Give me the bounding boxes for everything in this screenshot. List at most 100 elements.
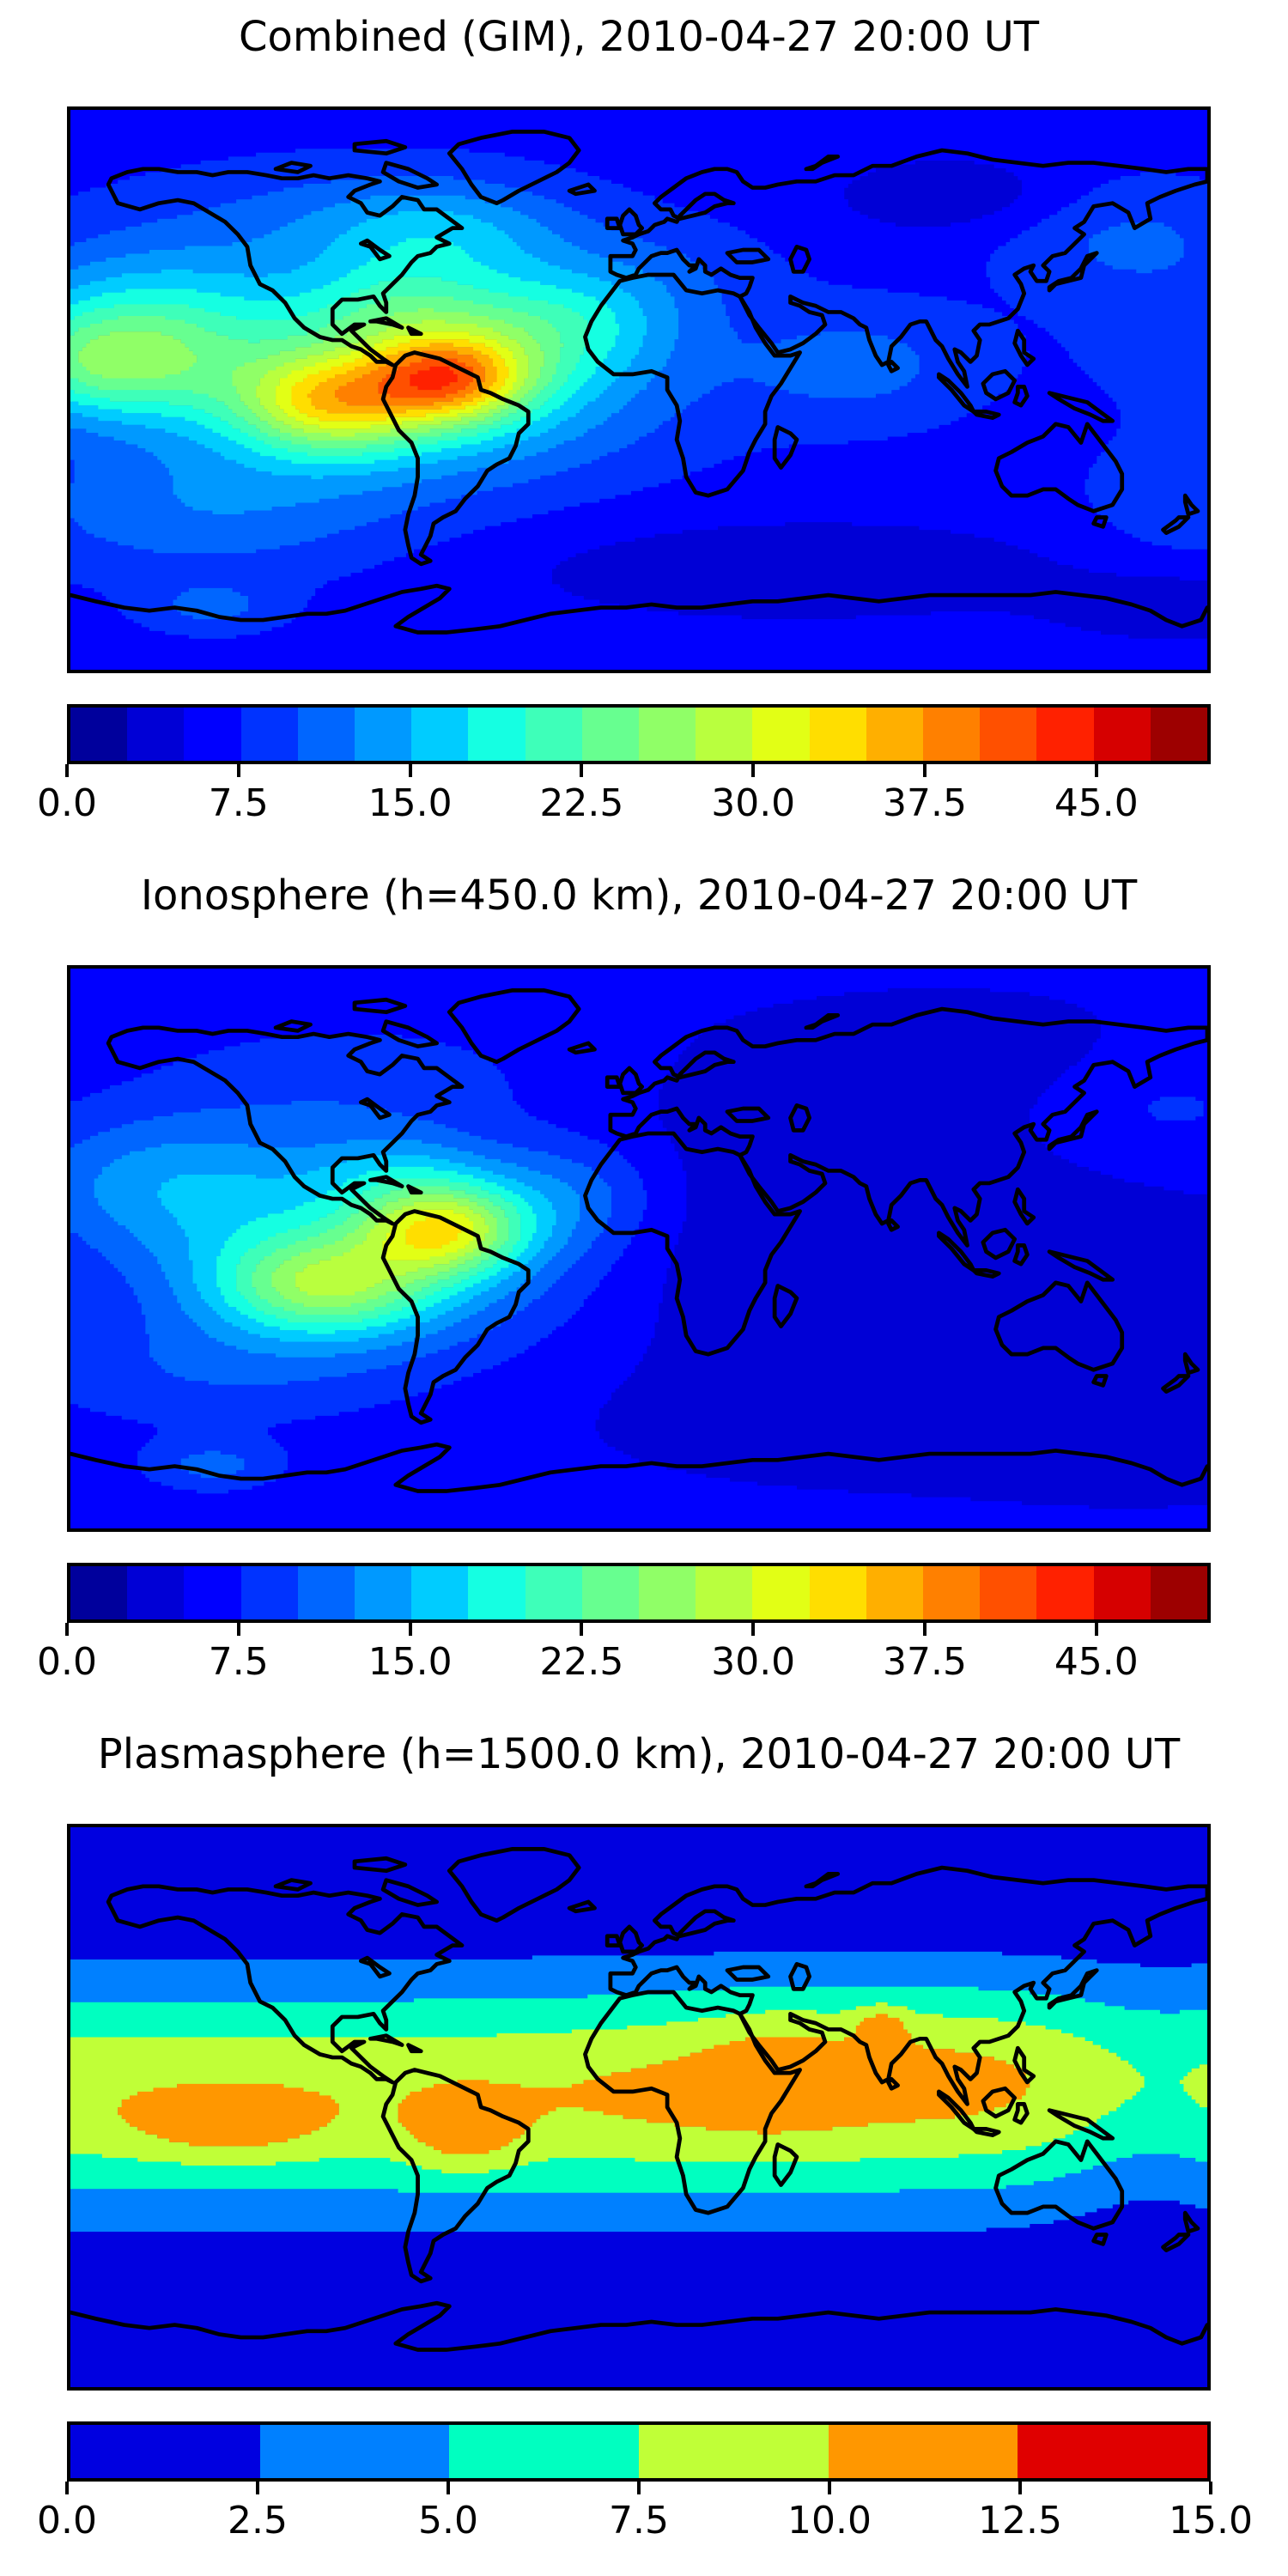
contour-fill-level-8 bbox=[70, 276, 588, 457]
coastline-eurasia bbox=[608, 148, 1207, 389]
contour-fill-level-2 bbox=[70, 969, 1207, 1528]
contour-fill-level-8 bbox=[236, 1178, 521, 1323]
colorbar-tick-mark bbox=[1018, 2482, 1022, 2494]
coastline-sulawesi bbox=[1012, 2102, 1030, 2125]
coastline-ellesmere bbox=[352, 997, 408, 1015]
colorbar-segment-2 bbox=[184, 708, 241, 761]
panel-combined-gim: Combined (GIM), 2010-04-27 20:00 UT 0.0 7… bbox=[0, 0, 1288, 859]
coastline-great-lakes bbox=[358, 238, 392, 262]
coastline-baffin-island bbox=[380, 1878, 440, 1907]
coastline-java bbox=[971, 2127, 1001, 2137]
colorbar-segment-4 bbox=[828, 2425, 1018, 2478]
coastline-japan bbox=[1047, 1109, 1099, 1151]
coastline-antarctica bbox=[70, 583, 1207, 635]
colorbar-tick-mark bbox=[255, 2482, 259, 2494]
coastline-madagascar bbox=[772, 425, 799, 470]
colorbar-segment-2 bbox=[449, 2425, 640, 2478]
coastline-new-zealand-north bbox=[1182, 493, 1200, 517]
colorbar-segment-0 bbox=[70, 1566, 128, 1619]
coastline-java bbox=[971, 410, 1001, 420]
colorbar-segment-3 bbox=[639, 2425, 829, 2478]
coastline-ireland bbox=[605, 1934, 623, 1947]
coastline-new-zealand-north bbox=[1182, 1352, 1200, 1376]
coastline-sulawesi bbox=[1012, 1243, 1030, 1267]
colorbar-tick-label: 22.5 bbox=[539, 1640, 624, 1684]
coastline-iceland bbox=[567, 1899, 597, 1914]
coastline-north-america bbox=[106, 1025, 465, 1226]
colorbar-tick-label: 15.0 bbox=[368, 1640, 453, 1684]
contour-fill-level-10 bbox=[78, 307, 544, 441]
colorbar-tick-mark bbox=[236, 1623, 240, 1636]
coastline-borneo bbox=[981, 1227, 1018, 1261]
coastline-japan bbox=[1047, 251, 1099, 293]
colorbar-segment-8 bbox=[525, 708, 582, 761]
coastline-sri-lanka bbox=[886, 360, 900, 374]
colorbar-segment-17 bbox=[1036, 708, 1094, 761]
coastline-greenland bbox=[447, 988, 581, 1065]
colorbar-tick-label: 37.5 bbox=[883, 781, 967, 825]
coastline-philippines bbox=[1012, 1187, 1036, 1226]
coastline-black-sea bbox=[725, 1965, 771, 1982]
coastline-hispaniola bbox=[406, 2043, 423, 2054]
coastline-novaya-zemlya bbox=[804, 154, 841, 172]
colorbar-tick-label: 30.0 bbox=[711, 781, 796, 825]
colorbar-combined bbox=[67, 704, 1211, 764]
coastline-sulawesi bbox=[1012, 385, 1030, 408]
coastline-britain bbox=[617, 207, 645, 237]
colorbar-segment-19 bbox=[1150, 708, 1208, 761]
colorbar-segment-5 bbox=[355, 1566, 412, 1619]
world-contour-map-combined bbox=[67, 106, 1211, 673]
coastline-borneo bbox=[981, 368, 1018, 402]
coastline-antarctica bbox=[70, 2300, 1207, 2352]
coastline-eurasia bbox=[608, 1865, 1207, 2106]
coastline-novaya-zemlya bbox=[804, 1871, 841, 1889]
coastline-iceland bbox=[567, 182, 597, 197]
coastline-ireland bbox=[605, 1075, 623, 1089]
coastline-eurasia bbox=[608, 1006, 1207, 1248]
coastline-ellesmere bbox=[352, 1856, 408, 1874]
contour-fill-level-9 bbox=[70, 296, 564, 449]
colorbar-segment-8 bbox=[525, 1566, 582, 1619]
colorbar-segment-10 bbox=[639, 708, 696, 761]
coastline-tasmania bbox=[1091, 2233, 1109, 2246]
colorbar-segment-16 bbox=[980, 1566, 1037, 1619]
coastline-caspian-sea bbox=[788, 1103, 811, 1133]
colorbar-tick-mark bbox=[1094, 764, 1098, 777]
colorbar-segment-7 bbox=[468, 708, 526, 761]
colorbar-tick-label: 45.0 bbox=[1054, 1640, 1139, 1684]
colorbar-axis-combined: 0.0 7.5 15.0 22.5 30.0 37.5 45.0 bbox=[37, 764, 1211, 854]
coastline-black-sea bbox=[725, 1106, 771, 1123]
coastline-iceland bbox=[567, 1041, 597, 1055]
coastline-cuba bbox=[368, 316, 404, 330]
colorbar-tick-label: 0.0 bbox=[37, 1640, 97, 1684]
coastline-new-zealand-south bbox=[1161, 2233, 1191, 2252]
coastline-australia bbox=[993, 422, 1125, 513]
coastline-victoria-island bbox=[273, 1019, 313, 1033]
coastline-novaya-zemlya bbox=[804, 1012, 841, 1030]
colorbar-plasmasphere bbox=[67, 2421, 1211, 2482]
colorbar-tick-mark bbox=[923, 764, 927, 777]
coastline-black-sea bbox=[725, 247, 771, 264]
contour-fill-level-13 bbox=[291, 339, 509, 422]
coastline-ireland bbox=[605, 216, 623, 230]
colorbar-segment-12 bbox=[752, 1566, 810, 1619]
colorbar-tick-label: 15.0 bbox=[368, 781, 453, 825]
colorbar-segment-16 bbox=[980, 708, 1037, 761]
world-contour-map-plasmasphere bbox=[67, 1824, 1211, 2391]
colorbar-tick-label: 7.5 bbox=[208, 1640, 269, 1684]
coastline-great-lakes bbox=[358, 1097, 392, 1121]
colorbar-segment-18 bbox=[1093, 1566, 1151, 1619]
colorbar-segment-14 bbox=[866, 1566, 924, 1619]
coastline-north-america bbox=[106, 1884, 465, 2085]
colorbar-segment-1 bbox=[127, 1566, 185, 1619]
coastline-caspian-sea bbox=[788, 245, 811, 274]
colorbar-segment-9 bbox=[581, 1566, 640, 1619]
colorbar-segment-0 bbox=[70, 2425, 260, 2478]
colorbar-tick-mark bbox=[580, 1623, 584, 1636]
colorbar-tick-label: 7.5 bbox=[208, 781, 269, 825]
colorbar-tick-label: 22.5 bbox=[539, 781, 624, 825]
contour-fill-level-11 bbox=[295, 1201, 489, 1296]
coastline-japan bbox=[1047, 1968, 1099, 2010]
coastline-australia bbox=[993, 1280, 1125, 1372]
colorbar-segment-1 bbox=[127, 708, 185, 761]
